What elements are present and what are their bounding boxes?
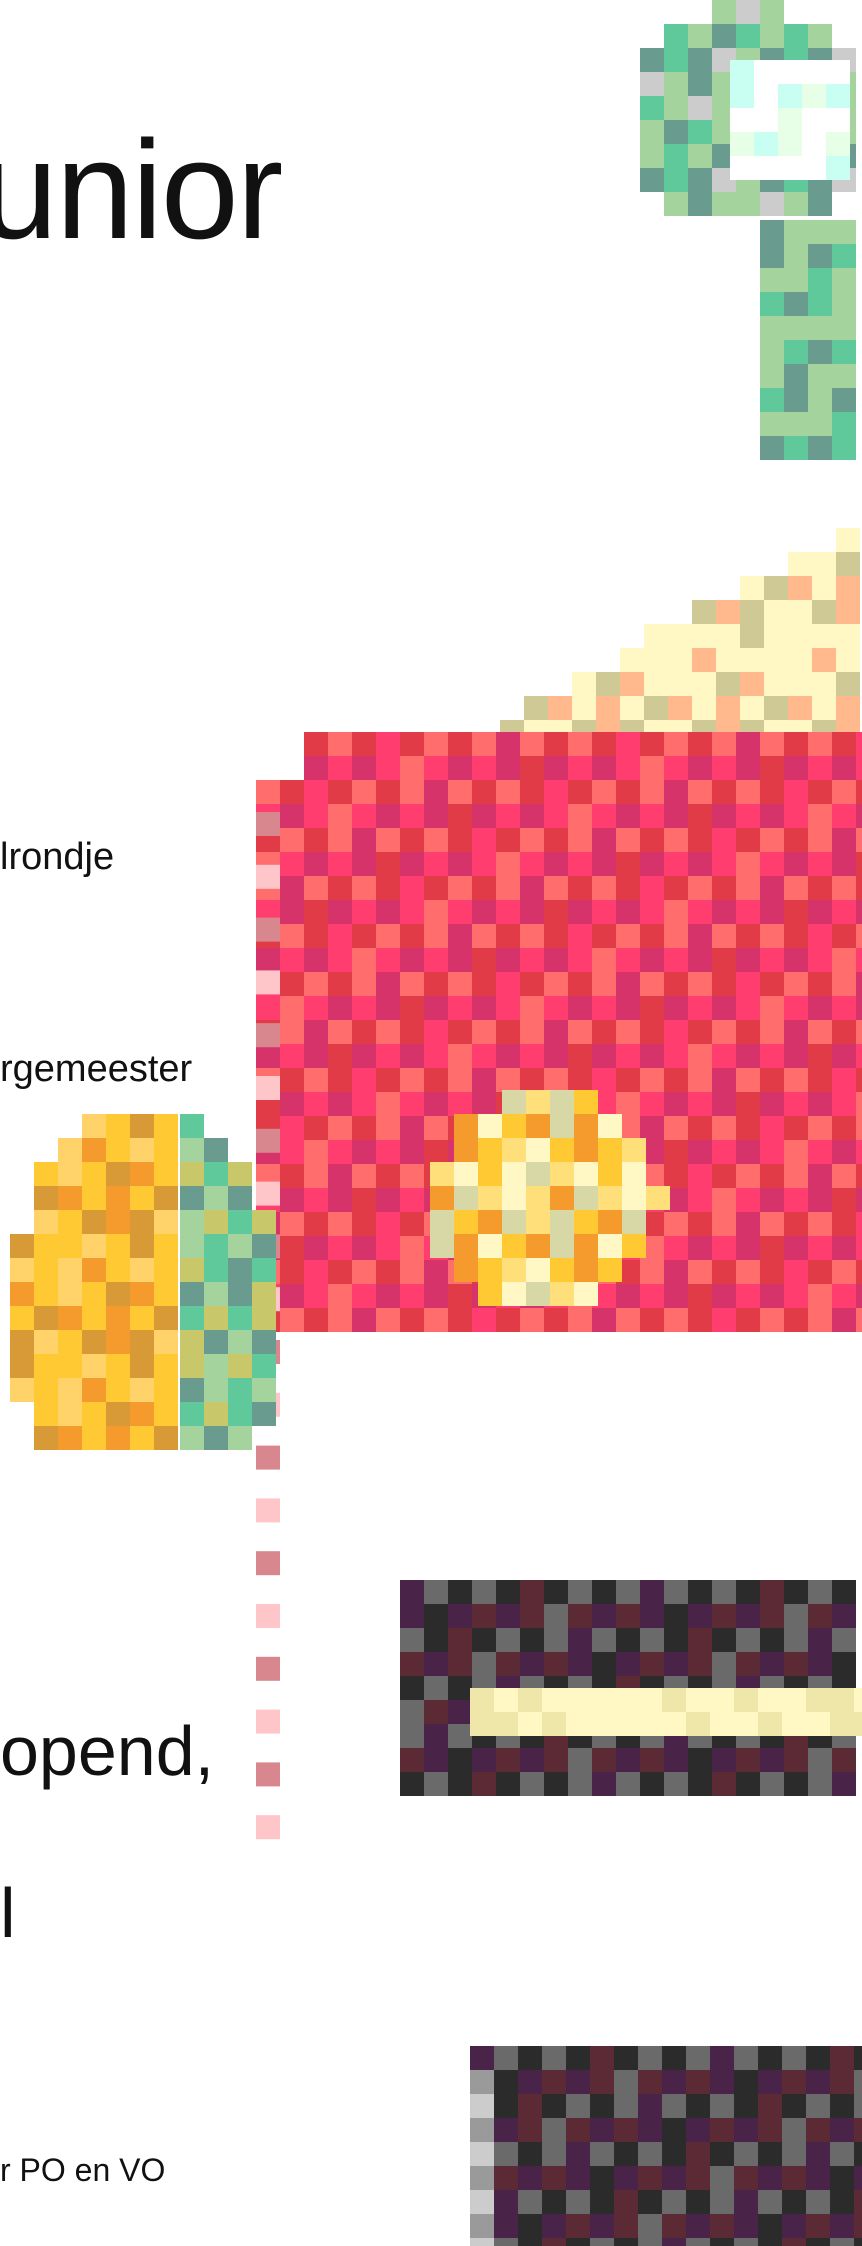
mayor-label: rgemeester <box>0 1048 193 1090</box>
mascot-mouth <box>400 1580 862 1796</box>
mascot-ear <box>10 1114 276 1450</box>
mascot-hat <box>500 528 860 744</box>
heading-line-2: l <box>0 1874 16 1952</box>
mascot-antenna <box>640 0 856 460</box>
mascot-body <box>470 2046 862 2246</box>
heading-line-1: opend, <box>0 1712 215 1790</box>
page-title: unior <box>0 111 283 268</box>
mascot-eye <box>430 1090 670 1306</box>
footer-label: r PO en VO <box>0 2152 166 2188</box>
mascot-head <box>256 732 862 1840</box>
round-label: lrondje <box>0 836 115 878</box>
